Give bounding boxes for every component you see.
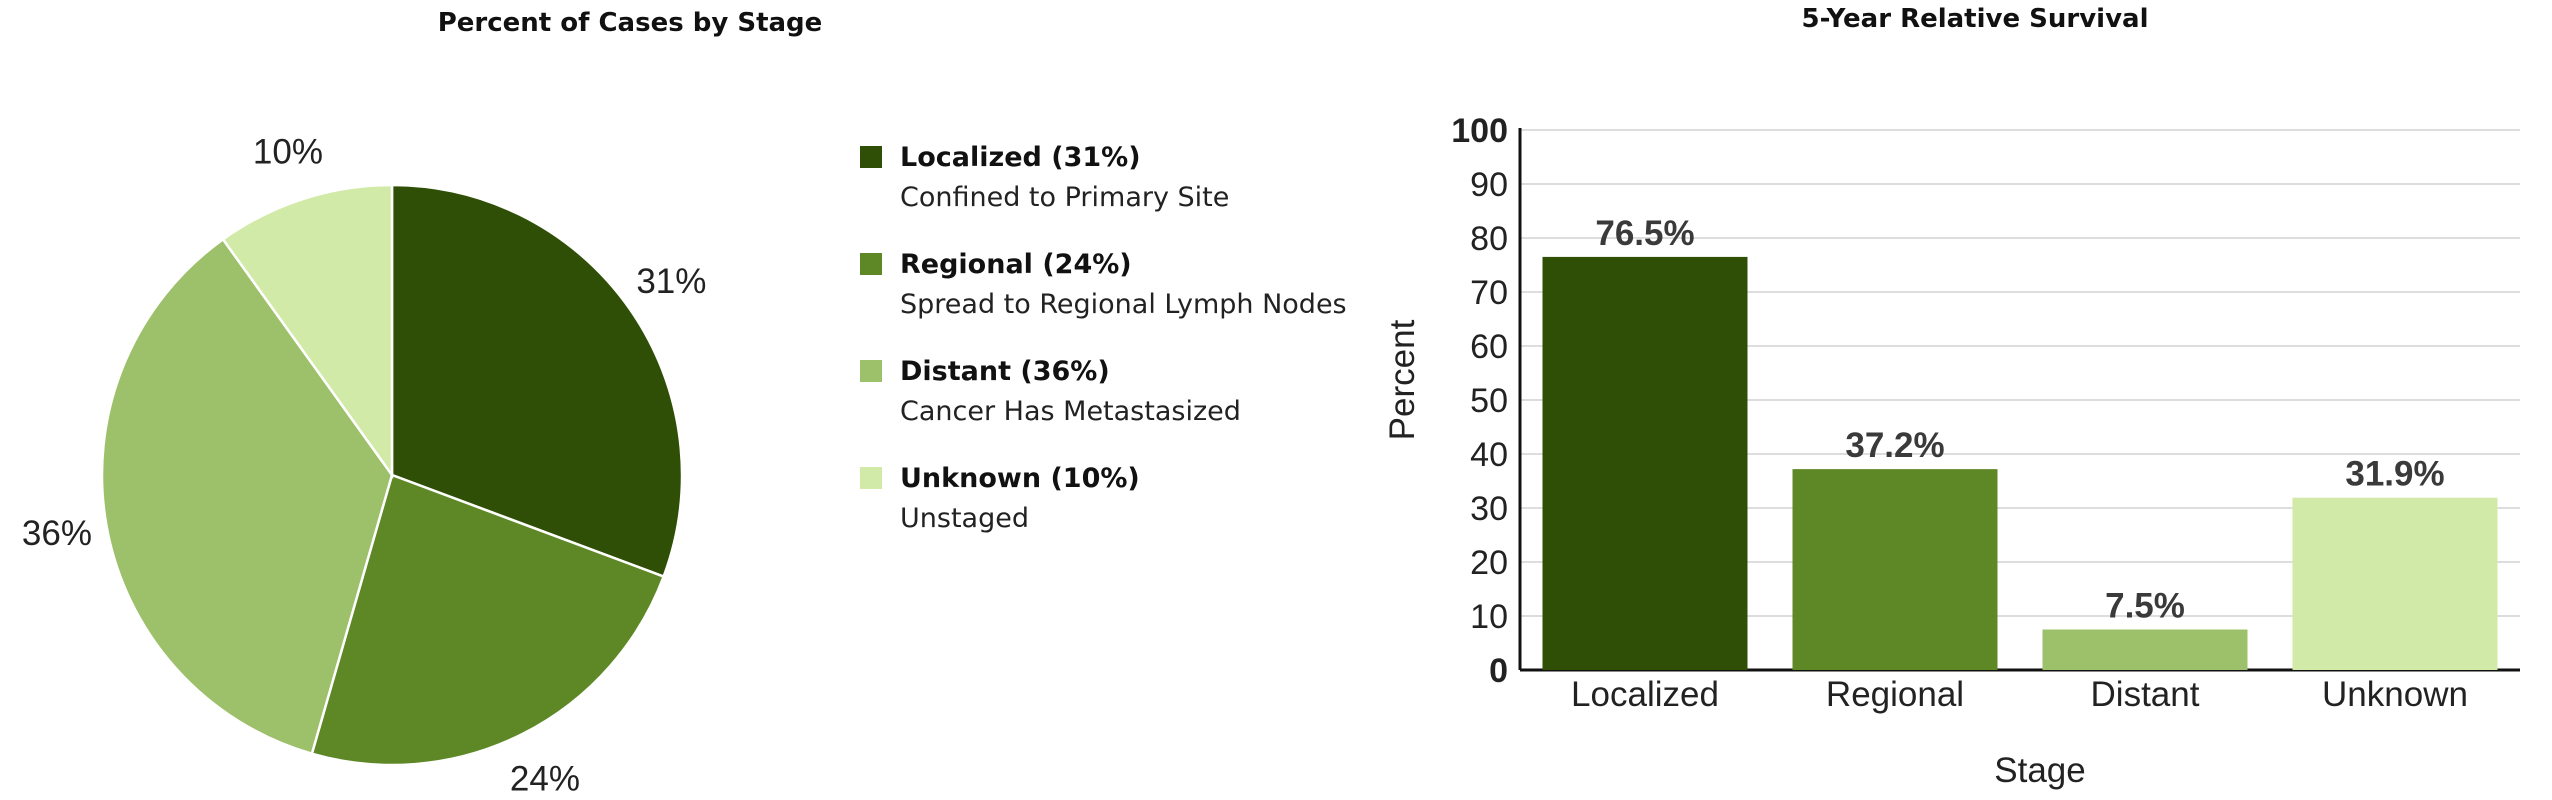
y-tick-label: 100: [1451, 112, 1508, 150]
legend-desc-distant: Cancer Has Metastasized: [900, 396, 1241, 427]
legend-item-unknown: Unknown (10%) Unstaged: [860, 459, 1347, 566]
y-tick-label: 70: [1470, 274, 1508, 312]
y-tick-label: 60: [1470, 328, 1508, 366]
y-tick-label: 10: [1470, 598, 1508, 636]
bar-localized: [1542, 256, 1748, 670]
pie-legend: Localized (31%) Confined to Primary Site…: [860, 138, 1347, 566]
legend-label-unknown: Unknown (10%): [900, 463, 1140, 494]
y-tick-label: 80: [1470, 220, 1508, 258]
y-tick-label: 90: [1470, 166, 1508, 204]
pie-slice-regional: [310, 473, 666, 767]
pie-label-unknown: 10%: [253, 132, 323, 171]
legend-item-distant: Distant (36%) Cancer Has Metastasized: [860, 352, 1347, 459]
bar-chart-title: 5-Year Relative Survival: [1801, 4, 2149, 34]
y-tick-label: 0: [1489, 652, 1508, 690]
pie-slice-localized: [390, 183, 684, 579]
bar-distant: [2042, 629, 2248, 670]
legend-item-regional: Regional (24%) Spread to Regional Lymph …: [860, 245, 1347, 352]
legend-swatch-localized: [860, 146, 882, 168]
bar-regional: [1792, 469, 1998, 670]
pie-chart: 31% 24% 36% 10%: [22, 132, 706, 799]
legend-desc-regional: Spread to Regional Lymph Nodes: [900, 289, 1347, 320]
legend-label-localized: Localized (31%): [900, 142, 1141, 173]
x-tick-label-regional: Regional: [1826, 675, 1964, 714]
pie-label-distant: 36%: [22, 514, 92, 553]
bar-unknown: [2292, 497, 2498, 670]
y-tick-label: 40: [1470, 436, 1508, 474]
legend-item-localized: Localized (31%) Confined to Primary Site: [860, 138, 1347, 245]
legend-label-regional: Regional (24%): [900, 249, 1132, 280]
pie-label-localized: 31%: [636, 262, 706, 301]
x-tick-label-unknown: Unknown: [2322, 675, 2468, 714]
y-tick-label: 30: [1470, 490, 1508, 528]
y-tick-label: 50: [1470, 382, 1508, 420]
legend-desc-unknown: Unstaged: [900, 503, 1029, 534]
x-tick-label-distant: Distant: [2091, 675, 2200, 714]
x-axis-title: Stage: [1994, 751, 2085, 790]
y-axis-title: Percent: [1383, 319, 1422, 440]
bar-value-label-distant: 7.5%: [2105, 587, 2185, 626]
legend-swatch-regional: [860, 253, 882, 275]
pie-label-regional: 24%: [510, 760, 580, 799]
pie-slice-distant: [100, 237, 394, 756]
pie-chart-title: Percent of Cases by Stage: [437, 8, 823, 38]
legend-label-distant: Distant (36%): [900, 356, 1110, 387]
bar-value-label-unknown: 31.9%: [2345, 455, 2444, 494]
bar-value-label-localized: 76.5%: [1595, 214, 1694, 253]
legend-swatch-distant: [860, 360, 882, 382]
pie-slice-unknown: [221, 183, 394, 479]
x-tick-label-localized: Localized: [1571, 675, 1719, 714]
bar-value-label-regional: 37.2%: [1845, 426, 1944, 465]
y-tick-label: 20: [1470, 544, 1508, 582]
legend-desc-localized: Confined to Primary Site: [900, 182, 1230, 213]
legend-swatch-unknown: [860, 467, 882, 489]
